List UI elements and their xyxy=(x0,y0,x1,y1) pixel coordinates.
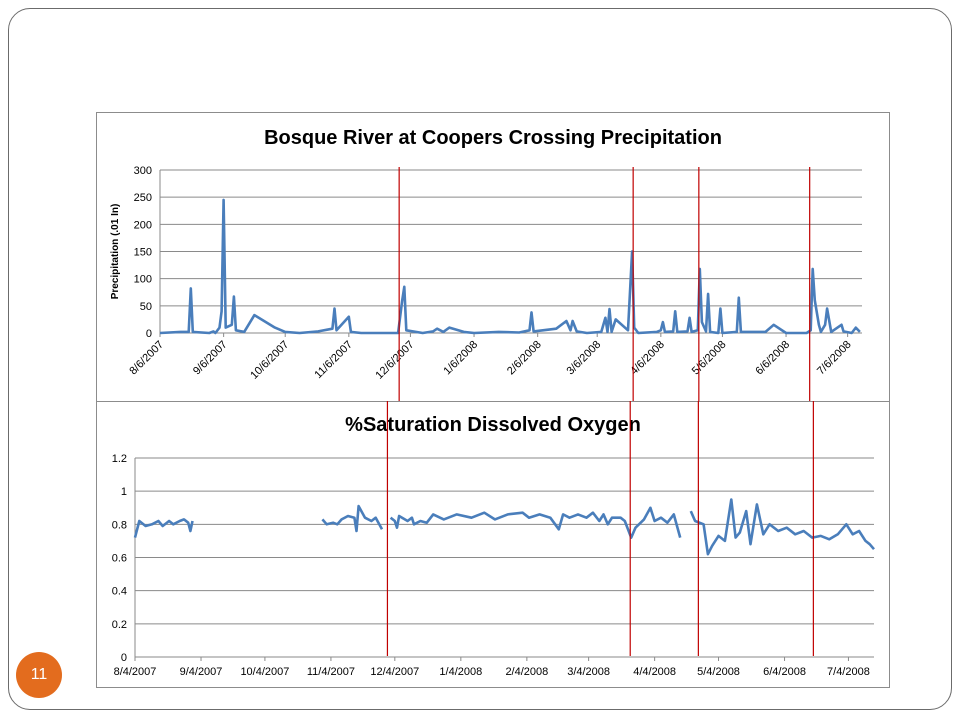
x-tick-label: 1/4/2008 xyxy=(439,666,482,678)
y-tick-label: 50 xyxy=(140,301,152,313)
dissolved-oxygen-plot: 0 0.2 0.4 0.6 0.8 1 1.2 8/4/2007 9/4/2007 10/4/20… xyxy=(112,453,875,678)
x-tick-label: 5/4/2008 xyxy=(697,666,740,678)
x-tick-label: 9/4/2007 xyxy=(180,666,223,678)
x-tick-label: 10/4/2007 xyxy=(240,666,289,678)
y-tick-label: 0.6 xyxy=(112,553,127,565)
series-line xyxy=(389,506,682,539)
x-tick-label: 6/6/2008 xyxy=(753,339,792,378)
y-tick-label: 0.4 xyxy=(112,586,127,598)
x-tick-label: 12/6/2007 xyxy=(373,339,416,382)
dissolved-oxygen-chart-title: %Saturation Dissolved Oxygen xyxy=(345,414,641,436)
x-tick-label: 11/4/2007 xyxy=(307,666,355,678)
x-tick-label: 8/4/2007 xyxy=(114,666,157,678)
y-tick-label: 0.2 xyxy=(112,619,127,631)
y-tick-label: 200 xyxy=(134,219,152,231)
x-tick-label: 1/6/2008 xyxy=(441,339,480,378)
y-tick-label: 1 xyxy=(121,486,127,498)
x-tick-label: 7/4/2008 xyxy=(827,666,870,678)
x-tick-label: 2/4/2008 xyxy=(505,666,548,678)
x-tick-label: 9/6/2007 xyxy=(191,339,230,378)
page-number-badge: 11 xyxy=(16,652,62,698)
x-tick-label: 4/6/2008 xyxy=(628,339,667,378)
precipitation-plot: 0 50 100 150 200 250 300 8/6/2007 9/6/2007 10/6/2… xyxy=(110,165,862,382)
y-axis-label: Precipitation (.01 In) xyxy=(110,204,121,300)
x-tick-label: 8/6/2007 xyxy=(127,339,166,378)
x-tick-label: 5/6/2008 xyxy=(690,339,729,378)
y-tick-label: 100 xyxy=(134,274,152,286)
x-tick-label: 12/4/2007 xyxy=(370,666,419,678)
x-tick-label: 2/6/2008 xyxy=(505,339,544,378)
x-tick-label: 11/6/2007 xyxy=(312,339,355,382)
dissolved-oxygen-chart: %Saturation Dissolved Oxygen 0 0.2 0.4 0.6 0… xyxy=(96,401,890,688)
series-line xyxy=(689,498,875,556)
x-tick-label: 3/4/2008 xyxy=(567,666,610,678)
y-tick-label: 250 xyxy=(134,192,152,204)
precipitation-chart-title: Bosque River at Coopers Crossing Precipi… xyxy=(264,127,722,149)
y-tick-label: 0.8 xyxy=(112,519,127,531)
x-tick-label: 7/6/2008 xyxy=(815,339,854,378)
x-tick-label: 10/6/2007 xyxy=(248,339,291,382)
y-tick-label: 300 xyxy=(134,165,152,177)
x-tick-label: 6/4/2008 xyxy=(763,666,806,678)
series-line xyxy=(321,504,384,533)
series-line xyxy=(133,518,194,538)
y-tick-label: 1.2 xyxy=(112,453,127,465)
y-tick-label: 0 xyxy=(146,328,152,340)
series-line xyxy=(159,198,861,335)
x-tick-label: 3/6/2008 xyxy=(565,339,604,378)
precipitation-chart: Bosque River at Coopers Crossing Precipi… xyxy=(96,112,890,402)
y-tick-label: 0 xyxy=(121,652,127,664)
y-tick-label: 150 xyxy=(134,247,152,259)
x-tick-label: 4/4/2008 xyxy=(633,666,676,678)
